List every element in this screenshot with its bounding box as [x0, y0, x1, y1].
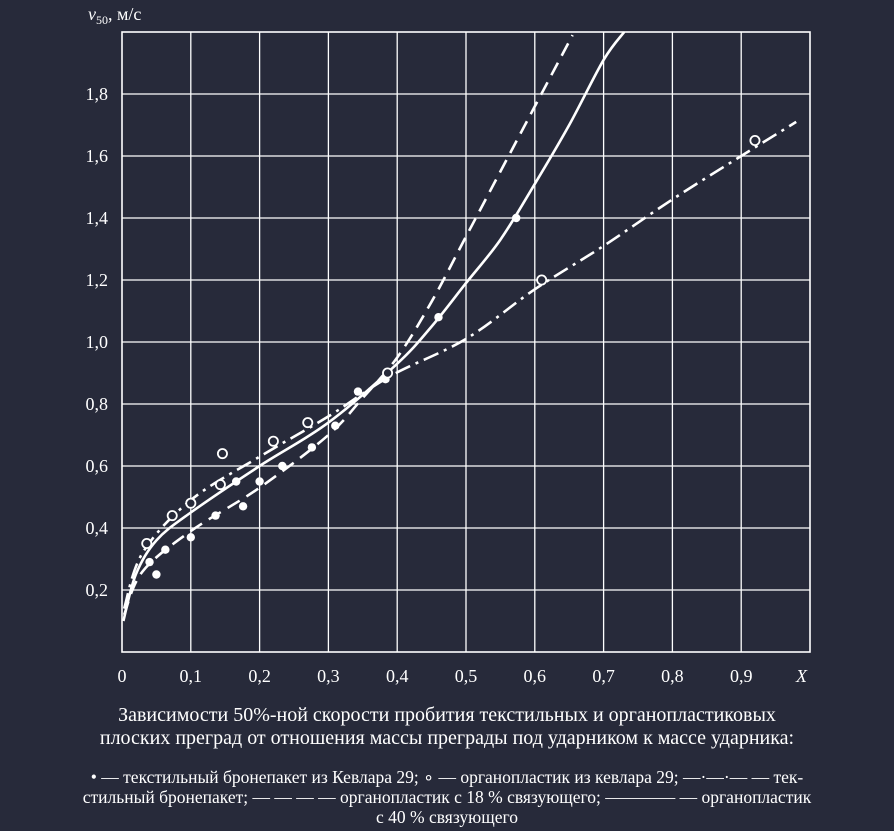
y-tick-label: 0,2 [86, 580, 109, 600]
point-filled [353, 387, 363, 396]
point-open [141, 538, 153, 550]
point-open [302, 417, 314, 429]
x-axis-label: X [795, 666, 808, 686]
point-open [216, 448, 228, 460]
x-tick-label: 0,9 [730, 666, 753, 686]
y-axis-label: v50, м/с [88, 4, 141, 27]
point-open [267, 435, 279, 447]
caption-line-1: Зависимости 50%-ной скорости пробития те… [118, 704, 776, 726]
figure-caption: Зависимости 50%-ной скорости пробития те… [10, 704, 884, 750]
point-filled [161, 545, 170, 554]
point-filled [512, 213, 521, 223]
x-tick-label: 0,2 [248, 666, 271, 686]
curve-solid [122, 31, 626, 622]
y-tick-label: 1,6 [86, 146, 109, 166]
y-tick-label: 1,0 [86, 332, 109, 352]
point-filled [186, 533, 195, 542]
caption-line-2: плоских преград от отношения массы прегр… [99, 727, 795, 749]
markers [141, 134, 761, 579]
y-tick-label: 0,4 [86, 518, 109, 538]
axis-ticks: 0 0,1 0,2 0,3 0,4 0,5 0,6 0,7 0,8 0,9 0,2 0,4 0,6 0,8… [86, 84, 753, 686]
point-filled [331, 421, 340, 430]
x-tick-label: 0,6 [524, 666, 547, 686]
y-label-unit: , м/с [108, 4, 141, 24]
point-open [214, 479, 226, 491]
x-tick-label: 0,1 [180, 666, 203, 686]
x-tick-label: 0,8 [661, 666, 684, 686]
plot-frame [121, 31, 811, 653]
chart: 0 0,1 0,2 0,3 0,4 0,5 0,6 0,7 0,8 0,9 0,2 0,4 0,6 0,8… [86, 4, 811, 686]
point-filled [232, 477, 241, 486]
x-tick-label: 0,4 [386, 666, 409, 686]
point-filled [145, 557, 154, 567]
legend-caption: • — текстильный бронепакет из Кевлара 29… [10, 767, 884, 827]
grid [122, 32, 810, 652]
point-filled [434, 313, 443, 322]
point-filled [211, 511, 220, 520]
x-tick-label: 0 [118, 666, 127, 686]
x-tick-label: 0,3 [317, 666, 340, 686]
point-filled [255, 477, 264, 486]
legend-line-3: с 40 % связующего [376, 807, 518, 827]
point-open [166, 510, 178, 522]
point-open [749, 134, 761, 146]
point-open [185, 497, 197, 509]
y-tick-label: 0,8 [86, 394, 109, 414]
point-filled [307, 443, 317, 452]
y-label-sub: 50 [96, 13, 108, 27]
point-open [382, 367, 394, 379]
point-open [536, 274, 548, 286]
point-filled [152, 570, 161, 579]
legend-line-2: стильный бронепакет; — — — — органопласт… [82, 787, 812, 807]
x-tick-label: 0,5 [455, 666, 478, 686]
y-tick-label: 0,6 [86, 456, 109, 476]
curve-dash-dot [122, 120, 797, 610]
y-tick-label: 1,2 [86, 270, 109, 290]
y-label-v: v [88, 4, 96, 24]
x-tick-label: 0,7 [592, 666, 615, 686]
y-tick-label: 1,8 [86, 84, 109, 104]
y-tick-label: 1,4 [86, 208, 109, 228]
point-filled [238, 502, 248, 511]
curves [122, 31, 797, 622]
legend-line-1: • — текстильный бронепакет из Кевлара 29… [90, 767, 804, 787]
point-filled [278, 461, 287, 471]
